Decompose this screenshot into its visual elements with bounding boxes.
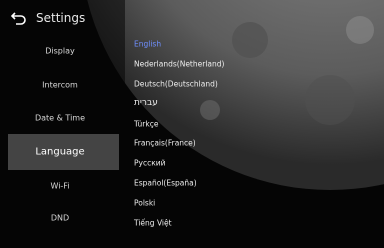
language-option[interactable]: Deutsch(Deutschland) — [134, 80, 218, 89]
back-button[interactable] — [11, 11, 27, 25]
language-option[interactable]: Tiếng Việt — [134, 219, 172, 228]
language-option[interactable]: Türkçe — [134, 120, 158, 129]
language-option[interactable]: עברית — [134, 98, 158, 108]
language-option[interactable]: Español(España) — [134, 179, 197, 188]
menu-item[interactable]: Intercom — [0, 81, 120, 90]
settings-screen: Settings Display Intercom Date & Time La… — [0, 0, 384, 248]
language-option[interactable]: Polski — [134, 199, 155, 208]
language-option[interactable]: Nederlands(Netherland) — [134, 60, 224, 69]
menu-item[interactable]: Display — [0, 47, 120, 56]
menu-item[interactable]: Date & Time — [0, 114, 120, 123]
menu-item[interactable]: DND — [0, 214, 120, 223]
language-option[interactable]: Français(France) — [134, 139, 196, 148]
language-option[interactable]: Русский — [134, 159, 166, 168]
menu-item[interactable]: Wi-Fi — [0, 182, 120, 191]
menu-item[interactable]: Language — [0, 147, 120, 158]
moon-background — [0, 0, 384, 248]
language-option[interactable]: English — [134, 40, 161, 49]
page-title: Settings — [36, 11, 85, 25]
